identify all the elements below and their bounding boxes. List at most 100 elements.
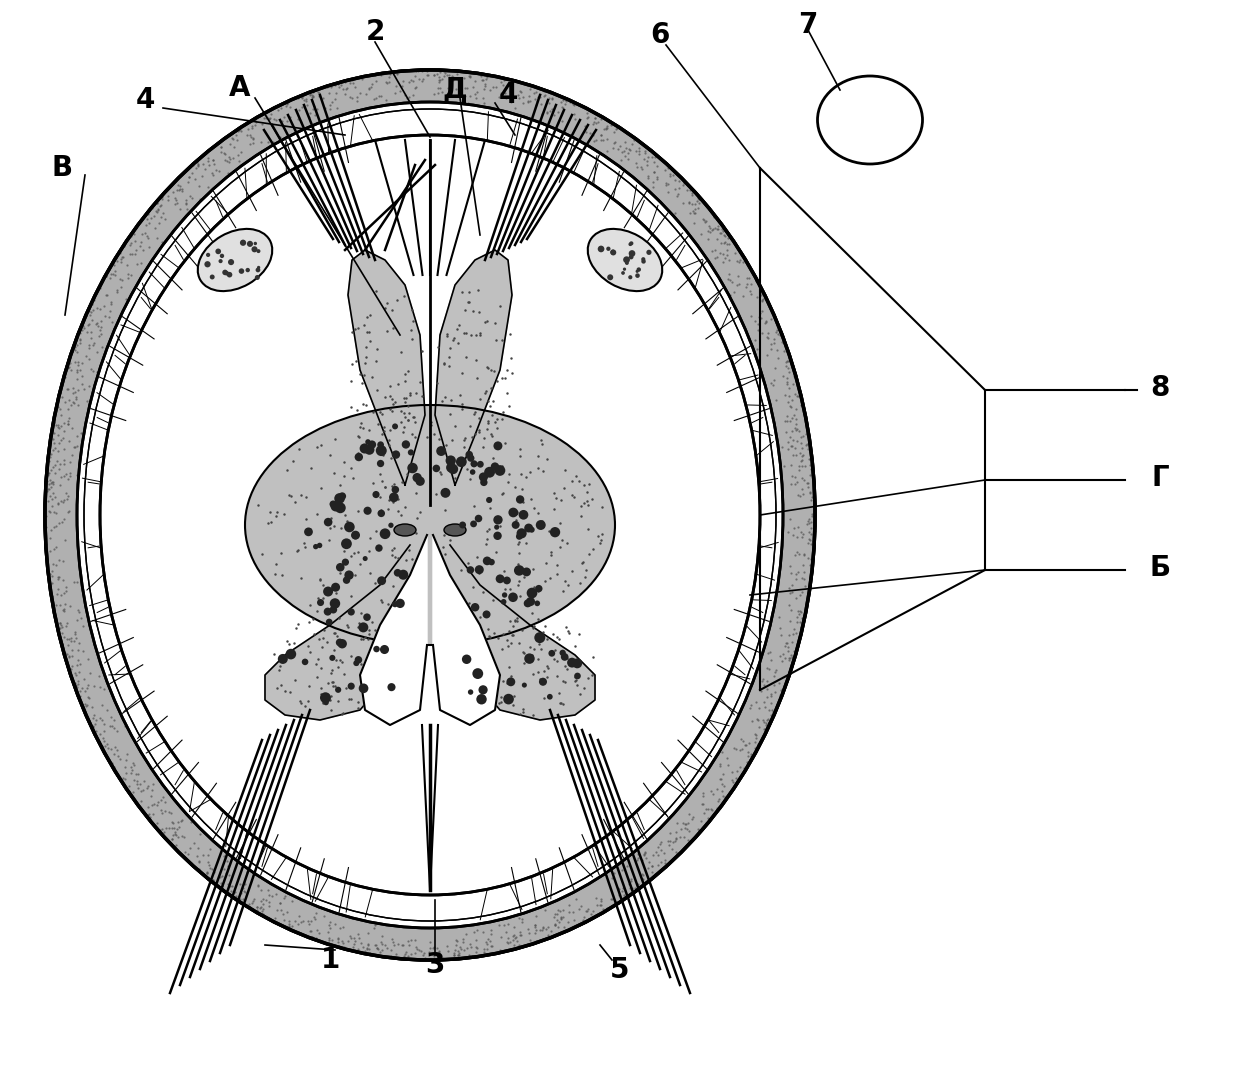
Circle shape — [629, 250, 635, 257]
Circle shape — [376, 460, 384, 468]
Circle shape — [277, 654, 287, 663]
Circle shape — [392, 601, 398, 607]
Text: Д: Д — [443, 76, 467, 104]
Circle shape — [474, 514, 482, 522]
Circle shape — [508, 508, 518, 518]
Circle shape — [507, 677, 516, 686]
Circle shape — [522, 568, 531, 576]
Circle shape — [359, 684, 369, 693]
Circle shape — [610, 249, 616, 256]
Circle shape — [348, 608, 355, 616]
Circle shape — [535, 633, 545, 643]
Circle shape — [468, 689, 473, 694]
Circle shape — [380, 645, 389, 654]
Circle shape — [528, 527, 535, 532]
Circle shape — [477, 461, 483, 468]
Polygon shape — [451, 545, 595, 720]
Text: Б: Б — [1150, 554, 1171, 581]
Circle shape — [373, 645, 380, 653]
Circle shape — [629, 242, 634, 245]
Ellipse shape — [245, 405, 615, 645]
Circle shape — [378, 510, 385, 518]
Circle shape — [535, 585, 542, 592]
Circle shape — [503, 576, 511, 585]
Circle shape — [329, 655, 335, 661]
Circle shape — [471, 603, 479, 611]
Circle shape — [363, 556, 368, 561]
Circle shape — [621, 272, 625, 275]
Circle shape — [560, 650, 566, 656]
Circle shape — [216, 248, 221, 255]
Ellipse shape — [817, 76, 922, 164]
Circle shape — [446, 462, 457, 473]
Circle shape — [437, 446, 446, 456]
Circle shape — [526, 597, 535, 606]
Circle shape — [493, 531, 502, 540]
Circle shape — [567, 658, 577, 668]
Circle shape — [227, 272, 232, 278]
Circle shape — [483, 557, 492, 566]
Circle shape — [364, 445, 374, 455]
Circle shape — [220, 253, 225, 258]
Circle shape — [351, 530, 360, 540]
Circle shape — [561, 653, 569, 660]
Circle shape — [408, 449, 414, 456]
Circle shape — [318, 599, 324, 606]
Circle shape — [335, 687, 341, 693]
Circle shape — [324, 608, 331, 616]
Circle shape — [210, 275, 215, 279]
Circle shape — [355, 453, 363, 461]
Circle shape — [392, 450, 400, 459]
Circle shape — [378, 576, 387, 585]
Circle shape — [363, 613, 370, 621]
Text: 2: 2 — [365, 18, 385, 46]
Circle shape — [517, 528, 527, 539]
Text: 8: 8 — [1151, 374, 1170, 402]
Circle shape — [496, 574, 505, 584]
Circle shape — [323, 587, 333, 596]
Circle shape — [343, 576, 350, 584]
Circle shape — [625, 261, 629, 265]
Circle shape — [433, 464, 441, 472]
Circle shape — [254, 242, 257, 245]
Circle shape — [225, 271, 228, 276]
Text: 4: 4 — [498, 81, 518, 109]
Circle shape — [606, 247, 610, 251]
Circle shape — [518, 510, 528, 520]
Circle shape — [467, 455, 474, 462]
Circle shape — [484, 466, 494, 478]
Circle shape — [378, 441, 384, 448]
Circle shape — [635, 274, 640, 278]
Circle shape — [228, 259, 235, 265]
Circle shape — [330, 599, 340, 609]
Circle shape — [375, 445, 387, 456]
Circle shape — [446, 456, 456, 465]
Circle shape — [355, 656, 363, 663]
Circle shape — [354, 660, 359, 666]
Circle shape — [479, 473, 488, 481]
Polygon shape — [433, 535, 499, 725]
Circle shape — [523, 600, 532, 607]
Circle shape — [629, 255, 634, 260]
Circle shape — [222, 269, 228, 275]
Circle shape — [336, 639, 344, 646]
Text: В: В — [51, 154, 73, 182]
Circle shape — [572, 658, 582, 669]
Circle shape — [394, 569, 402, 576]
Circle shape — [257, 266, 260, 269]
Circle shape — [351, 531, 359, 539]
Circle shape — [536, 520, 546, 530]
Circle shape — [629, 275, 633, 279]
Circle shape — [493, 515, 503, 524]
Ellipse shape — [444, 524, 466, 536]
Circle shape — [360, 443, 370, 454]
Circle shape — [326, 619, 333, 625]
Ellipse shape — [100, 135, 761, 895]
Circle shape — [635, 269, 639, 273]
Circle shape — [472, 668, 483, 679]
Circle shape — [550, 527, 560, 538]
Circle shape — [471, 460, 478, 468]
Circle shape — [402, 440, 410, 448]
Circle shape — [335, 503, 345, 513]
Circle shape — [344, 571, 354, 579]
